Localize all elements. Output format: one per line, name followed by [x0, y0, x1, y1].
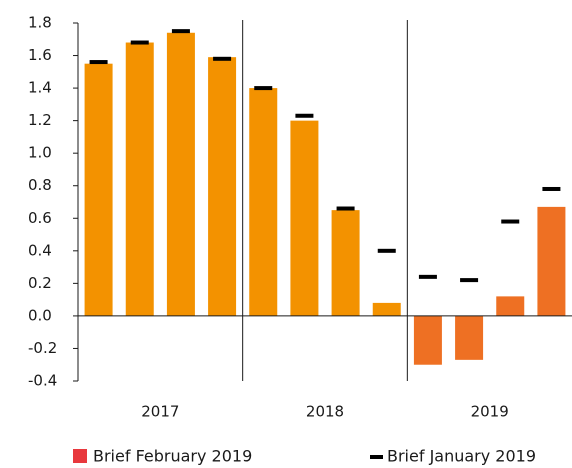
marker	[130, 40, 149, 45]
marker	[542, 186, 561, 191]
y-tick-label: 0.8	[28, 176, 52, 194]
bar	[537, 206, 566, 316]
marker	[213, 56, 232, 61]
y-tick-label: 0.0	[28, 306, 52, 324]
y-tick-label: 1.8	[28, 14, 52, 32]
y-tick-label: 0.4	[28, 241, 52, 259]
y-tick-label: -0.2	[28, 339, 57, 357]
y-tick-label: 1.0	[28, 144, 52, 162]
bar	[372, 302, 401, 316]
bar	[208, 57, 237, 316]
bar	[455, 315, 484, 360]
group-label: 2019	[471, 403, 509, 421]
y-tick-label: 1.4	[28, 79, 52, 97]
bar	[125, 42, 154, 316]
y-tick-label: 0.6	[28, 209, 52, 227]
bar	[496, 296, 525, 316]
y-tick-label: -0.4	[28, 372, 57, 390]
legend-swatch	[370, 455, 383, 459]
marker	[501, 219, 520, 224]
bar	[166, 32, 195, 316]
bar	[84, 63, 113, 316]
y-tick-label: 0.2	[28, 274, 52, 292]
legend-label: Brief February 2019	[93, 447, 252, 466]
group-label: 2018	[306, 403, 344, 421]
bar	[331, 210, 360, 316]
y-tick-label: 1.2	[28, 111, 52, 129]
marker	[89, 60, 108, 65]
legend-label: Brief January 2019	[387, 447, 536, 466]
bar	[290, 120, 319, 316]
y-tick-label: 1.6	[28, 46, 52, 64]
group-label: 2017	[141, 403, 179, 421]
bar	[249, 88, 278, 316]
marker	[254, 86, 273, 91]
marker	[460, 278, 479, 283]
marker	[418, 274, 437, 279]
marker	[336, 206, 355, 211]
bar	[413, 315, 442, 365]
marker	[171, 29, 190, 34]
marker	[377, 248, 396, 253]
legend-swatch	[73, 449, 87, 463]
marker	[295, 113, 314, 118]
